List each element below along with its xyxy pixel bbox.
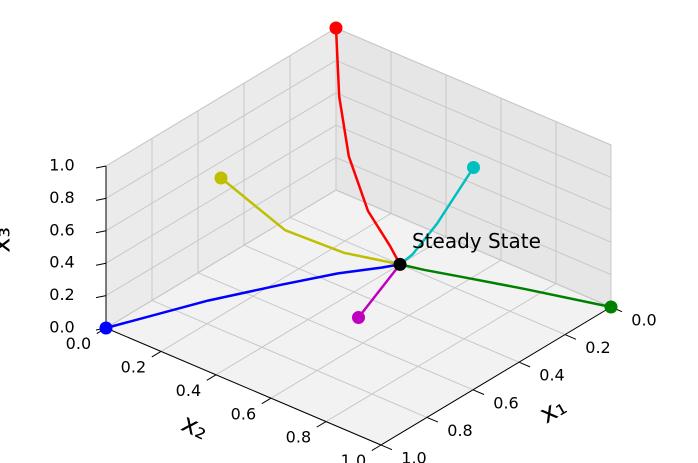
grid-line (335, 92, 612, 211)
annotation: Steady State (412, 229, 541, 253)
y-tick-label: 0.2 (121, 357, 146, 376)
grid-line (105, 59, 337, 199)
grid-line (289, 217, 566, 336)
z-tick-label: 0.6 (49, 220, 74, 239)
start-point (352, 311, 365, 324)
grid-line (335, 59, 612, 178)
grid-line (105, 157, 337, 297)
grid-line (151, 299, 428, 418)
tick-mark (518, 361, 531, 368)
tick-mark (95, 262, 107, 266)
x-axis-label: x₁ (535, 391, 572, 430)
trajectory (334, 27, 402, 265)
y-tick-label: 0.0 (66, 334, 91, 353)
start-point (604, 300, 618, 314)
trajectory (399, 166, 475, 266)
z-tick-label: 0.4 (49, 253, 74, 272)
tick-mark (95, 197, 107, 201)
tick-mark (95, 165, 107, 169)
start-point (467, 161, 480, 174)
z-tick-label: 1.0 (49, 156, 74, 175)
z-tick-label: 0.2 (49, 285, 74, 304)
tick-mark (206, 374, 217, 381)
x-tick-label: 0.4 (539, 366, 564, 385)
tick-mark (380, 444, 393, 451)
trajectory (220, 177, 401, 266)
grid-line (335, 189, 612, 308)
tick-mark (316, 421, 327, 428)
steady-state-point (393, 257, 407, 271)
grid-line (160, 212, 392, 352)
grid-line (270, 259, 502, 399)
grid-line (105, 124, 337, 264)
trajectory (357, 263, 401, 319)
grid-line (105, 27, 337, 167)
y-tick-label: 0.4 (176, 381, 201, 400)
grid-line (335, 27, 612, 146)
tick-mark (95, 230, 107, 234)
tick-mark (151, 350, 162, 358)
y-tick-label: 0.8 (286, 428, 311, 447)
x-tick-label: 0.2 (585, 338, 610, 357)
tick-mark (564, 334, 577, 340)
x-tick-label: 0.6 (493, 393, 518, 412)
z-tick-label: 0.0 (49, 318, 74, 337)
start-point (329, 21, 343, 35)
tick-mark (426, 416, 439, 423)
grid-line (105, 189, 337, 329)
trajectory (399, 263, 612, 309)
x-tick-label: 0.8 (447, 421, 472, 440)
grid-line (335, 157, 612, 276)
tick-mark (371, 444, 382, 451)
y-tick-label: 1.0 (341, 451, 366, 463)
grid-line (105, 92, 337, 232)
y-tick-label: 0.6 (231, 404, 256, 423)
y-axis-label: x₂ (177, 408, 213, 446)
axis-line (105, 327, 382, 446)
z-tick-label: 0.8 (49, 188, 74, 207)
tick-mark (95, 295, 107, 299)
tick-mark (261, 397, 272, 405)
axis-line (380, 306, 612, 446)
trajectory (105, 263, 401, 330)
x-tick-label: 1.0 (401, 449, 426, 463)
grid-line (325, 283, 557, 423)
start-point (214, 171, 228, 185)
z-axis-label: x₃ (0, 227, 17, 253)
tick-mark (472, 389, 485, 395)
start-point (99, 321, 113, 335)
x-tick-label: 0.0 (631, 311, 656, 330)
grid-line (335, 124, 612, 243)
grid-line (243, 244, 520, 363)
